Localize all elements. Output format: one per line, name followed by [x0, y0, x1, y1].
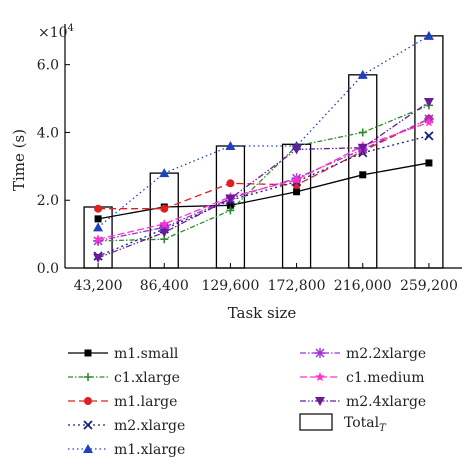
- legend-label-total: TotalT: [344, 415, 387, 434]
- legend-label: m2.xlarge: [114, 418, 185, 434]
- legend-marker: [84, 397, 92, 405]
- series-line-m1-small: [97, 162, 430, 220]
- bar-total-3: [281, 143, 312, 269]
- y-tick-label-3: 6.0: [37, 58, 59, 74]
- legend-marker: [315, 372, 325, 382]
- legend-marker: [84, 373, 92, 381]
- series-point-m1-xlarge-4: [357, 69, 368, 79]
- plot-area: [83, 30, 444, 269]
- series-point-m1-xlarge-0: [93, 222, 104, 232]
- series-point-c1-medium-0: [93, 234, 103, 244]
- series-point-c1-medium-1: [159, 218, 170, 228]
- y-tick-label-1: 2.0: [37, 193, 59, 209]
- series-point-m1-xlarge-2: [225, 141, 236, 150]
- series-point-m1-small-4: [359, 171, 367, 179]
- legend-label: c1.xlarge: [114, 370, 180, 386]
- x-tick-label-0: 43,200: [74, 278, 123, 294]
- series-point-m1-small-5: [425, 159, 433, 167]
- legend-label: c1.medium: [346, 370, 425, 386]
- legend-item-m1-large: m1.large: [68, 394, 177, 410]
- series-point-m2-4xlarge-2: [225, 194, 236, 204]
- legend-label: m2.2xlarge: [346, 346, 426, 362]
- legend-label: m1.small: [114, 346, 179, 362]
- y-tick-label-0: 0.0: [37, 261, 59, 277]
- series-point-m1-small-0: [94, 215, 102, 223]
- x-tick-label-3: 172,800: [268, 278, 326, 294]
- series-line-m1-large: [98, 118, 430, 210]
- legend-item-total: TotalT: [299, 413, 387, 434]
- legend-item-m1-xlarge: m1.xlarge: [68, 442, 185, 458]
- y-axis-multiplier: ×104: [38, 23, 74, 41]
- y-tick-label-2: 4.0: [37, 125, 59, 141]
- legend-marker: [83, 444, 93, 453]
- series-point-c1-medium-3: [291, 174, 302, 184]
- legend-marker: [315, 397, 325, 406]
- series-point-m1-xlarge-1: [159, 168, 170, 178]
- series-point-m1-xlarge-5: [423, 30, 434, 40]
- series-point-m1-large-0: [94, 204, 103, 213]
- series-point-c1-xlarge-4: [358, 128, 367, 137]
- series-point-m1-small-3: [293, 188, 301, 196]
- legend-label: m1.large: [114, 394, 177, 410]
- series-point-c1-xlarge-2: [226, 206, 235, 215]
- legend-marker: [315, 348, 325, 358]
- y-axis-label: Time (s): [10, 129, 28, 191]
- series-point-m1-large-2: [226, 179, 235, 188]
- axes: 0.0 2.0 4.0 6.0 43,200 86,400 129,600 172,800 21…: [37, 24, 462, 294]
- series-line-m2-2xlarge: [97, 118, 430, 242]
- legend-marker: [83, 420, 93, 430]
- series-point-m2-2xlarge-1: [159, 222, 170, 233]
- bar-total-5: [414, 35, 444, 269]
- legend-item-m2-2xlarge: m2.2xlarge: [300, 346, 426, 362]
- series-line-c1-xlarge: [98, 104, 430, 242]
- series-line-m2-xlarge: [97, 135, 430, 257]
- series-point-m2-4xlarge-0: [93, 253, 104, 263]
- x-tick-label-2: 129,600: [201, 278, 259, 294]
- x-tick-label-4: 216,000: [334, 278, 392, 294]
- legend-label: m1.xlarge: [114, 442, 185, 458]
- x-tick-label-1: 86,400: [140, 278, 189, 294]
- series-point-m2-4xlarge-5: [423, 97, 434, 107]
- series-point-m2-4xlarge-3: [291, 145, 302, 155]
- series-point-m1-small-2: [226, 201, 234, 209]
- series-point-m2-4xlarge-4: [357, 143, 368, 153]
- series-point-m2-xlarge-5: [424, 131, 434, 141]
- legend-marker: [84, 349, 92, 357]
- series-point-c1-medium-5: [424, 117, 434, 127]
- legend-item-m1-small: m1.small: [68, 346, 179, 362]
- legend-label: m2.4xlarge: [346, 394, 426, 410]
- series-line-c1-medium: [97, 121, 430, 240]
- x-tick-label-5: 259,200: [400, 278, 458, 294]
- legend-swatch-total: [299, 413, 333, 431]
- series-point-m2-4xlarge-1: [159, 228, 170, 238]
- legend-item-c1-xlarge: c1.xlarge: [68, 370, 180, 386]
- series-point-m1-large-1: [160, 204, 169, 213]
- legend-item-m2-4xlarge: m2.4xlarge: [300, 394, 426, 410]
- legend: m1.small c1.xlarge m1.large m2.xlarge m1.xla…: [68, 346, 426, 458]
- x-axis-label: Task size: [228, 304, 297, 322]
- series-line-m1-xlarge: [97, 35, 430, 228]
- legend-item-c1-medium: c1.medium: [300, 370, 425, 386]
- legend-item-m2-xlarge: m2.xlarge: [68, 418, 185, 434]
